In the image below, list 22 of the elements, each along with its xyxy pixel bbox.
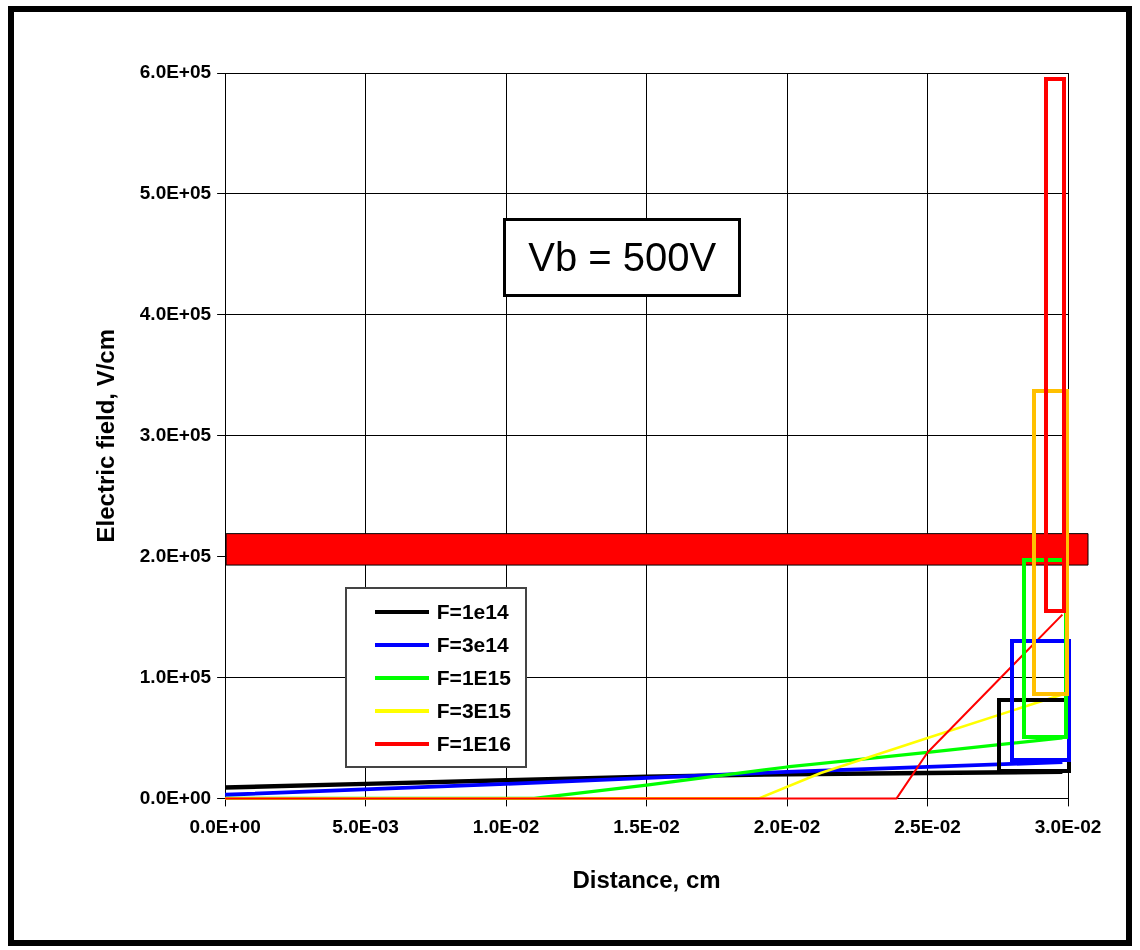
legend-label: F=1E15 [436, 665, 511, 690]
y-tick-label: 3.0E+05 [139, 423, 212, 445]
legend-label: F=1E16 [436, 731, 511, 756]
x-tick-label: 1.0E-02 [472, 816, 540, 838]
legend-label: F=3e14 [436, 632, 509, 657]
x-tick-label: 1.5E-02 [613, 816, 680, 838]
x-tick-label: 3.0E-02 [1034, 816, 1102, 838]
x-tick-label: 2.0E-02 [753, 816, 821, 838]
y-tick-label: 1.0E+05 [139, 665, 212, 687]
x-tick-label: 5.0E-03 [332, 816, 399, 838]
y-tick-label: 4.0E+05 [139, 303, 212, 325]
y-axis-title: Electric field, V/cm [92, 328, 120, 543]
y-tick-label: 6.0E+05 [139, 61, 212, 83]
legend-label: F=1e14 [436, 599, 509, 624]
y-tick-label: 2.0E+05 [139, 544, 212, 566]
annotation: Vb = 500V [503, 218, 742, 298]
y-tick-label: 0.0E+00 [139, 786, 212, 808]
y-tick-label: 5.0E+05 [139, 182, 212, 204]
x-axis-title: Distance, cm [572, 866, 721, 894]
x-tick-label: 0.0E+00 [189, 816, 261, 838]
legend-label: F=3E15 [436, 698, 511, 723]
x-tick-label: 2.5E-02 [894, 816, 961, 838]
